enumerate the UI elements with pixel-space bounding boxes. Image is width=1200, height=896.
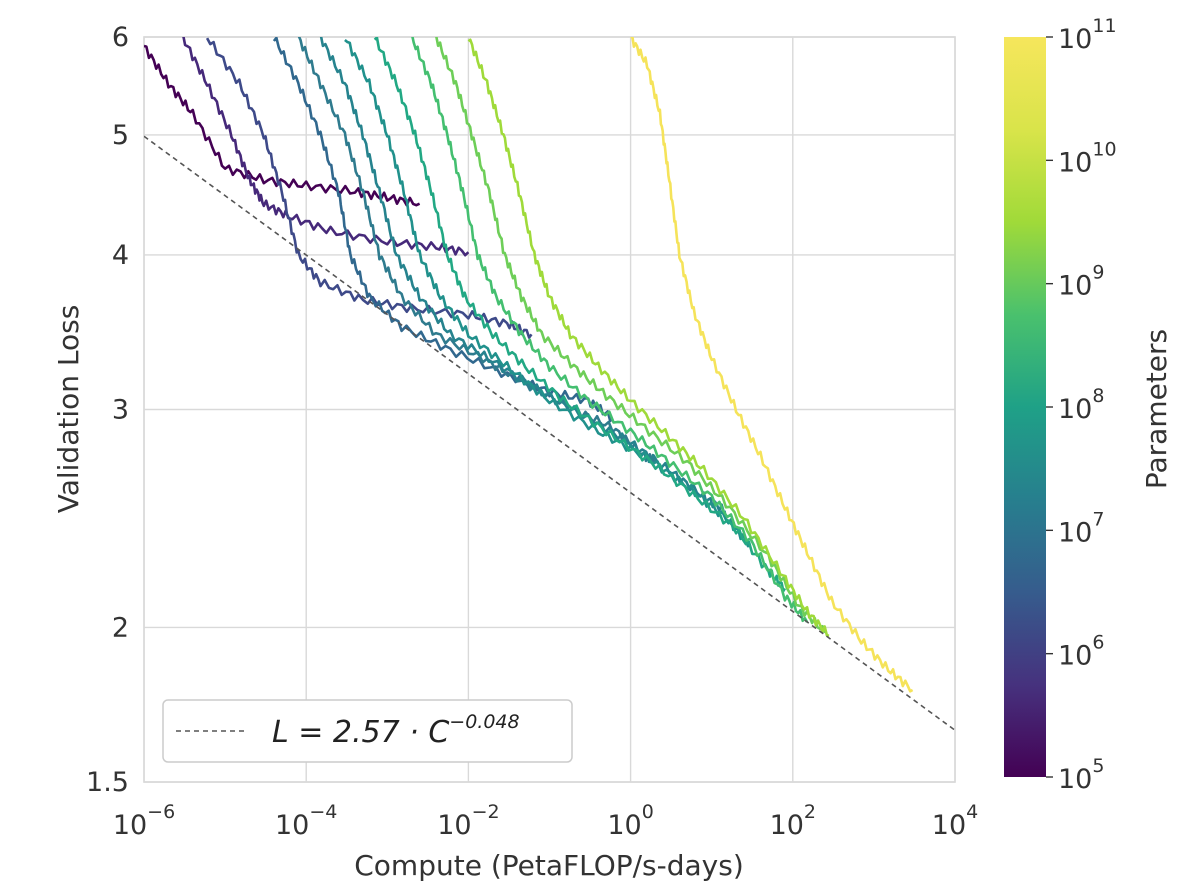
colorbar-tick-labels: 105 106 107 108 109 1010 1011	[1046, 15, 1117, 795]
series-lines	[144, 37, 914, 693]
x-axis-label: Compute (PetaFLOP/s-days)	[354, 849, 744, 882]
x-tick-labels: 10−6 10−4 10−2 100 102 104	[113, 801, 978, 841]
y-tick-labels: 1.5 2 3 4 5 6	[86, 22, 129, 798]
x-tick-label: 10−6	[113, 801, 175, 841]
y-tick-label: 5	[112, 120, 129, 151]
y-tick-label: 4	[112, 240, 129, 271]
x-tick-label: 10−2	[437, 801, 499, 841]
fit-line	[144, 135, 955, 731]
colorbar-tick-label: 1011	[1058, 15, 1117, 55]
legend-label-lhs: L = 2.57 · C	[272, 715, 449, 750]
x-tick-label: 102	[770, 801, 816, 841]
x-tick-label: 104	[932, 801, 978, 841]
y-tick-label: 6	[112, 22, 129, 53]
colorbar: 105 106 107 108 109 1010 1011 Parameters	[1004, 15, 1173, 795]
series-line	[467, 38, 830, 637]
y-axis-label: Validation Loss	[52, 305, 85, 514]
y-tick-label: 3	[112, 395, 129, 426]
series-line	[435, 37, 827, 634]
legend-label-exp: −0.048	[449, 711, 519, 733]
colorbar-gradient	[1004, 37, 1046, 777]
colorbar-label: Parameters	[1140, 329, 1173, 489]
legend-box	[162, 699, 573, 763]
grid-lines	[143, 36, 956, 783]
x-tick-label: 10−4	[275, 801, 337, 841]
series-line	[182, 37, 470, 257]
series-line	[411, 37, 809, 623]
legend: L = 2.57 · C−0.048	[162, 699, 573, 763]
series-line	[630, 37, 914, 693]
colorbar-tick-label: 106	[1058, 632, 1104, 672]
y-tick-label: 1.5	[86, 767, 129, 798]
series-line	[319, 37, 727, 514]
colorbar-tick-label: 105	[1058, 755, 1104, 795]
y-tick-label: 2	[112, 612, 129, 643]
legend-label: L = 2.57 · C−0.048	[272, 711, 520, 750]
colorbar-tick-label: 1010	[1058, 138, 1117, 178]
series-line	[373, 37, 787, 593]
colorbar-tick-label: 107	[1058, 508, 1104, 548]
series-line	[344, 39, 751, 548]
colorbar-tick-label: 108	[1058, 385, 1104, 425]
colorbar-tick-label: 109	[1058, 262, 1104, 302]
x-tick-label: 100	[607, 801, 653, 841]
series-line	[144, 44, 421, 207]
